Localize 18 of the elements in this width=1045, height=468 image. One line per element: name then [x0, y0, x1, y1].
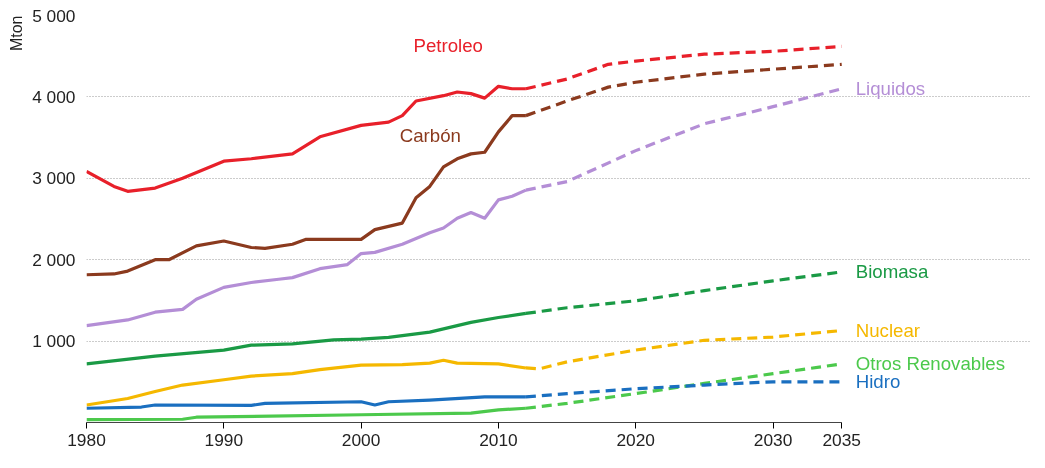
x-tick-label: 2020	[616, 429, 656, 450]
x-tick-label: 2000	[341, 429, 381, 450]
series-label: Biomasa	[855, 261, 929, 283]
x-tick-label: 1980	[67, 429, 106, 450]
y-tick-label: 1 000	[32, 331, 76, 352]
series-label: Petroleo	[413, 34, 483, 56]
y-tick-label: 5 000	[32, 5, 76, 26]
y-tick-label: 4 000	[32, 86, 76, 107]
series-label: Carbón	[399, 125, 461, 147]
y-tick-label: 3 000	[32, 168, 76, 189]
series-label: Nuclear	[855, 320, 920, 342]
y-axis-title: Mton	[7, 15, 25, 52]
x-tick-label: 2035	[822, 429, 861, 450]
y-tick-label: 2 000	[32, 249, 76, 270]
x-tick-label: 2010	[479, 429, 518, 450]
x-tick-label: 1990	[204, 429, 244, 450]
series-label: Liquidos	[855, 78, 926, 100]
x-tick-label: 2030	[753, 429, 793, 450]
